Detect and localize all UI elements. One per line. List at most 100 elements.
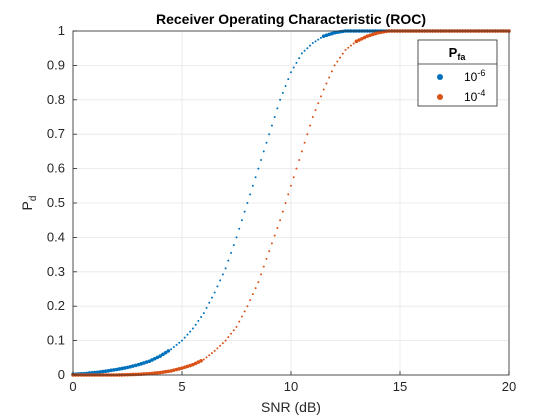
data-point [117,367,122,371]
data-point [238,227,241,230]
data-point [182,365,187,370]
data-point [319,36,322,39]
y-tick-label: 0.3 [47,264,65,279]
data-point [292,176,295,179]
data-point [114,367,119,372]
x-tick-label: 5 [178,379,185,394]
data-point [265,141,268,144]
data-point [196,360,201,364]
data-point [349,44,352,47]
data-point [314,109,317,112]
y-tick-label: 0.4 [47,229,65,244]
data-point [352,42,355,45]
data-point [191,327,194,330]
data-point [208,354,211,357]
data-point [341,52,344,55]
data-point [101,369,105,374]
data-point [163,350,168,355]
data-point [384,29,389,34]
data-point [336,60,339,63]
data-point [186,333,189,336]
data-point [265,257,268,260]
data-point [362,35,367,40]
data-point [300,150,303,153]
data-point [368,33,372,38]
data-point [183,336,186,339]
data-point [150,358,154,362]
data-point [193,361,198,366]
data-point [216,347,219,350]
legend-title-sub: fa [457,52,466,62]
legend-title: Pfa [449,45,467,62]
legend: Pfa 10-6 10-4 [417,39,498,107]
data-point [327,32,331,37]
y-tick-label: 0.2 [47,298,65,313]
data-point [262,150,265,153]
data-point [166,349,171,353]
data-point [251,184,254,187]
data-point [188,363,192,368]
data-point [322,88,325,91]
data-point [185,364,190,369]
legend-marker-pfa-1e-6 [437,74,443,80]
data-point [210,352,213,355]
data-point [354,39,359,44]
chart-title: Receiver Operating Characteristic (ROC) [156,11,426,27]
data-point [232,329,235,332]
y-tick-label: 1 [58,23,65,38]
data-point [281,210,284,213]
data-point [109,368,113,373]
y-tick-label: 0.1 [47,333,65,348]
data-point [273,116,276,118]
data-point [122,366,127,370]
data-point [224,267,227,270]
data-point [309,44,312,47]
data-point [161,352,165,357]
data-point [317,38,320,41]
data-point [235,325,238,328]
y-axis-label-sub: d [28,196,39,202]
data-point [306,47,309,50]
legend-entry-pfa-1e-4: 10-4 [464,88,485,104]
data-point [370,32,375,37]
data-point [332,30,337,35]
data-point [158,370,162,375]
data-point [295,167,298,170]
data-point [120,366,124,371]
y-tick-label: 0.5 [47,195,65,210]
legend-entry-2-base: 10 [464,90,478,104]
data-point [224,339,227,342]
data-point [276,226,279,229]
y-tick-label: 0.8 [47,92,65,107]
data-point [202,312,205,315]
data-point [276,107,279,110]
data-point [174,367,179,372]
data-point [232,244,235,247]
legend-box [417,39,498,107]
data-point [175,343,178,346]
data-point [194,323,197,326]
x-tick-label: 15 [393,379,407,394]
data-point [306,133,309,136]
y-tick-label: 0.7 [47,126,65,141]
data-point [324,33,329,38]
data-point [243,310,246,313]
data-point [213,349,216,352]
data-point [147,359,152,364]
data-point [309,124,312,127]
data-point [268,250,271,253]
data-point [295,61,298,64]
data-point [158,354,162,358]
data-point [260,159,263,161]
data-point [279,219,282,222]
data-point [257,281,260,284]
data-point [128,364,133,369]
x-axis-label: SNR (dB) [261,399,321,415]
data-point [172,346,175,349]
data-point [238,320,241,323]
data-point [200,315,203,318]
y-axis-label-base: P [19,201,35,210]
data-point [136,362,141,367]
series-layer [71,29,511,377]
axis-ticks: 0 5 10 15 20 0 0.1 0.2 0.3 0.4 0.5 0.6 0.7 0.8 0.9 1 [47,23,516,394]
